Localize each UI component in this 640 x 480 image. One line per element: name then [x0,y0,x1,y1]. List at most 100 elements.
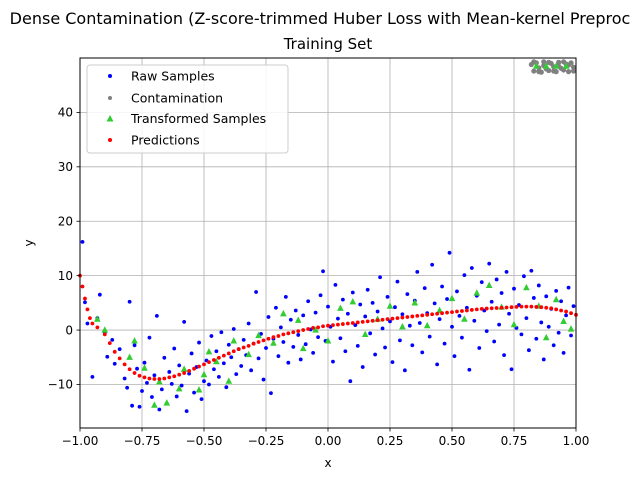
data-point [102,332,107,337]
data-point [399,322,406,330]
data-point [266,315,271,319]
data-point [162,376,167,381]
data-point [436,306,443,314]
chart-subtitle: Training Set [283,35,373,53]
x-axis-label: x [324,456,331,470]
data-point [197,340,201,345]
data-point [241,337,246,342]
data-point [283,294,288,299]
data-point [489,299,494,304]
data-point [514,305,519,309]
data-point [556,59,562,65]
data-point [159,387,164,392]
data-point [523,283,530,291]
legend-label-transformed-samples: Transformed Samples [130,111,266,126]
data-point [180,365,188,372]
data-point [385,294,390,299]
data-point [539,320,544,325]
data-point [150,395,154,399]
data-point [291,345,296,349]
data-point [311,325,316,330]
data-point [533,62,540,69]
data-point [306,299,311,304]
data-point [524,304,529,309]
data-point [83,296,87,301]
data-point [199,397,204,402]
data-point [567,325,575,332]
y-axis-label: y [22,239,36,246]
data-point [522,274,526,279]
data-point [221,361,226,366]
series-predictions [78,273,578,381]
legend-marker-transformed-samples [106,115,114,122]
data-point [440,311,444,316]
data-point [301,313,306,318]
data-point [147,335,152,340]
data-point [388,319,392,324]
data-point [261,377,266,382]
data-point [504,269,509,274]
data-point [435,362,440,367]
legend-marker-raw-samples [108,74,112,78]
data-point [420,350,425,355]
data-point [236,347,241,352]
data-point [551,343,556,348]
data-point [420,313,425,318]
data-point [570,64,577,70]
data-point [140,389,144,393]
data-point [112,349,117,354]
data-point [331,359,335,364]
data-point [207,382,211,387]
data-point [169,382,174,386]
data-point [202,379,206,384]
y-tick-label: 40 [58,106,73,120]
data-point [127,299,132,304]
data-point [353,323,358,328]
data-point [484,306,489,311]
data-point [205,348,213,355]
data-point [142,375,147,380]
data-point [504,305,509,310]
data-point [256,356,261,361]
data-point [370,300,375,305]
data-point [447,250,452,255]
x-tick-label: 0.50 [439,434,466,448]
data-point [380,317,385,322]
data-point [484,329,489,334]
data-point [266,336,271,341]
data-point [338,336,343,341]
data-point [349,297,357,305]
data-point [152,373,157,378]
x-tick-label: −0.75 [124,434,161,448]
data-point [400,315,405,320]
data-point [390,360,395,365]
data-point [474,307,479,312]
data-point [464,308,469,313]
data-point [340,322,345,326]
data-point [182,319,187,324]
data-point [542,62,550,69]
legend-marker-predictions [108,138,112,142]
data-point [219,330,224,335]
data-point [255,331,262,339]
data-point [450,310,454,315]
data-point [455,309,459,314]
data-point [80,240,85,244]
data-point [132,343,137,348]
data-point [489,306,494,311]
data-point [569,311,573,316]
data-point [230,337,238,344]
data-point [400,312,405,317]
data-point [126,353,133,360]
data-point [355,320,360,325]
y-tick-label: 20 [58,214,73,228]
data-point [202,362,206,367]
data-point [519,332,524,337]
data-point [542,333,550,341]
axis-ticks: −1.00 −0.75 −0.50 −0.25 0.00 0.25 0.50 0.75 1.00… [48,106,590,448]
data-point [531,68,537,74]
data-point [270,339,277,346]
data-point [225,377,233,384]
data-point [135,366,139,371]
data-point [358,302,363,307]
